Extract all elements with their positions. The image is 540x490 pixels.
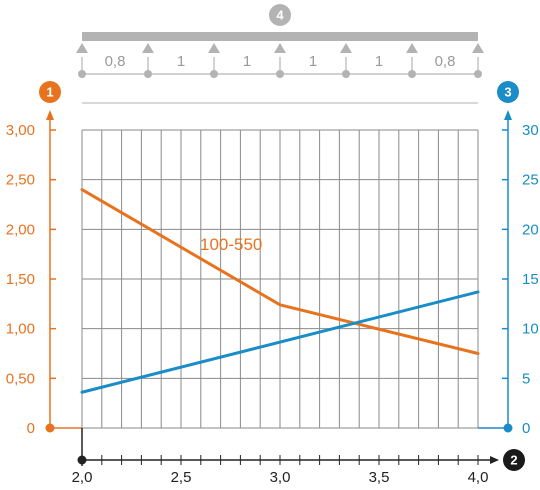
span-dot [144, 70, 152, 78]
support-triangle [76, 43, 88, 53]
span-dot [342, 70, 350, 78]
badge-left-axis-circle [39, 81, 61, 103]
right-axis-origin-dot [503, 423, 513, 433]
support-triangle [274, 43, 286, 53]
span-dot [276, 70, 284, 78]
series-line-1 [80, 188, 480, 355]
left-axis-tick-label: 0,50 [6, 370, 35, 387]
badge-right-axis-circle [497, 81, 519, 103]
span-dot [78, 70, 86, 78]
right-axis-tick-label: 20 [522, 221, 539, 238]
span-length-label: 0,8 [435, 53, 456, 70]
badge-left-axis: 1 [39, 81, 61, 103]
span-length-label: 1 [375, 53, 383, 70]
series-label: 100-550 [200, 235, 262, 254]
right-axis-tick-label: 0 [522, 420, 530, 437]
x-axis-arrow-icon [490, 456, 499, 464]
x-axis-tick-label: 2,0 [72, 469, 93, 486]
left-axis-tick-label: 1,50 [6, 271, 35, 288]
badge-right-axis-text: 3 [504, 85, 511, 100]
support-triangle [472, 43, 484, 53]
right-axis-tick-label: 15 [522, 271, 539, 288]
badge-x-axis: 2 [503, 449, 525, 471]
badge-x-axis-text: 2 [510, 453, 517, 468]
left-axis-tick-label: 2,00 [6, 221, 35, 238]
badge-span: 4 [269, 4, 291, 26]
left-axis-arrow-icon [46, 110, 54, 120]
right-axis-tick-label: 5 [522, 370, 530, 387]
plot-grid [81, 129, 479, 429]
x-axis-tick-label: 3,0 [270, 469, 291, 486]
span-length-label: 0,8 [105, 53, 126, 70]
x-axis-tick-label: 2,5 [171, 469, 192, 486]
badge-left-axis-text: 1 [46, 85, 53, 100]
span-length-label: 1 [243, 53, 251, 70]
badge-x-axis-circle [503, 449, 525, 471]
badge-right-axis: 3 [497, 81, 519, 103]
right-axis-arrow-icon [504, 110, 512, 120]
support-triangle [340, 43, 352, 53]
span-length-label: 1 [177, 53, 185, 70]
badge-span-circle [269, 4, 291, 26]
badge-span-text: 4 [276, 8, 284, 23]
left-axis-tick-label: 1,00 [6, 321, 35, 338]
span-dot [408, 70, 416, 78]
span-length-label: 1 [309, 53, 317, 70]
left-axis: 0 0,50 1,00 1,50 2,00 2,50 3,00 [6, 110, 82, 437]
span-beam [82, 32, 478, 41]
span-dot [474, 70, 482, 78]
support-triangle [142, 43, 154, 53]
support-triangle [406, 43, 418, 53]
right-axis-tick-label: 25 [522, 172, 539, 189]
left-axis-tick-label: 0 [27, 420, 35, 437]
x-axis-tick-label: 4,0 [468, 469, 489, 486]
support-diagram: 0,8 1 1 1 1 0,8 [76, 32, 484, 104]
x-axis-origin-dot [77, 455, 87, 465]
right-axis-tick-label: 10 [522, 321, 539, 338]
x-axis-tick-label: 3,5 [369, 469, 390, 486]
left-axis-tick-label: 2,50 [6, 172, 35, 189]
series-line-2 [80, 290, 480, 394]
left-axis-tick-label: 3,00 [6, 122, 35, 139]
right-axis: 0 5 10 15 20 25 30 [478, 110, 539, 437]
left-axis-origin-dot [45, 423, 55, 433]
x-axis: 2,0 2,5 3,0 3,5 4,0 [72, 428, 499, 486]
support-triangle [208, 43, 220, 53]
span-dot [210, 70, 218, 78]
right-axis-tick-label: 30 [522, 122, 539, 139]
